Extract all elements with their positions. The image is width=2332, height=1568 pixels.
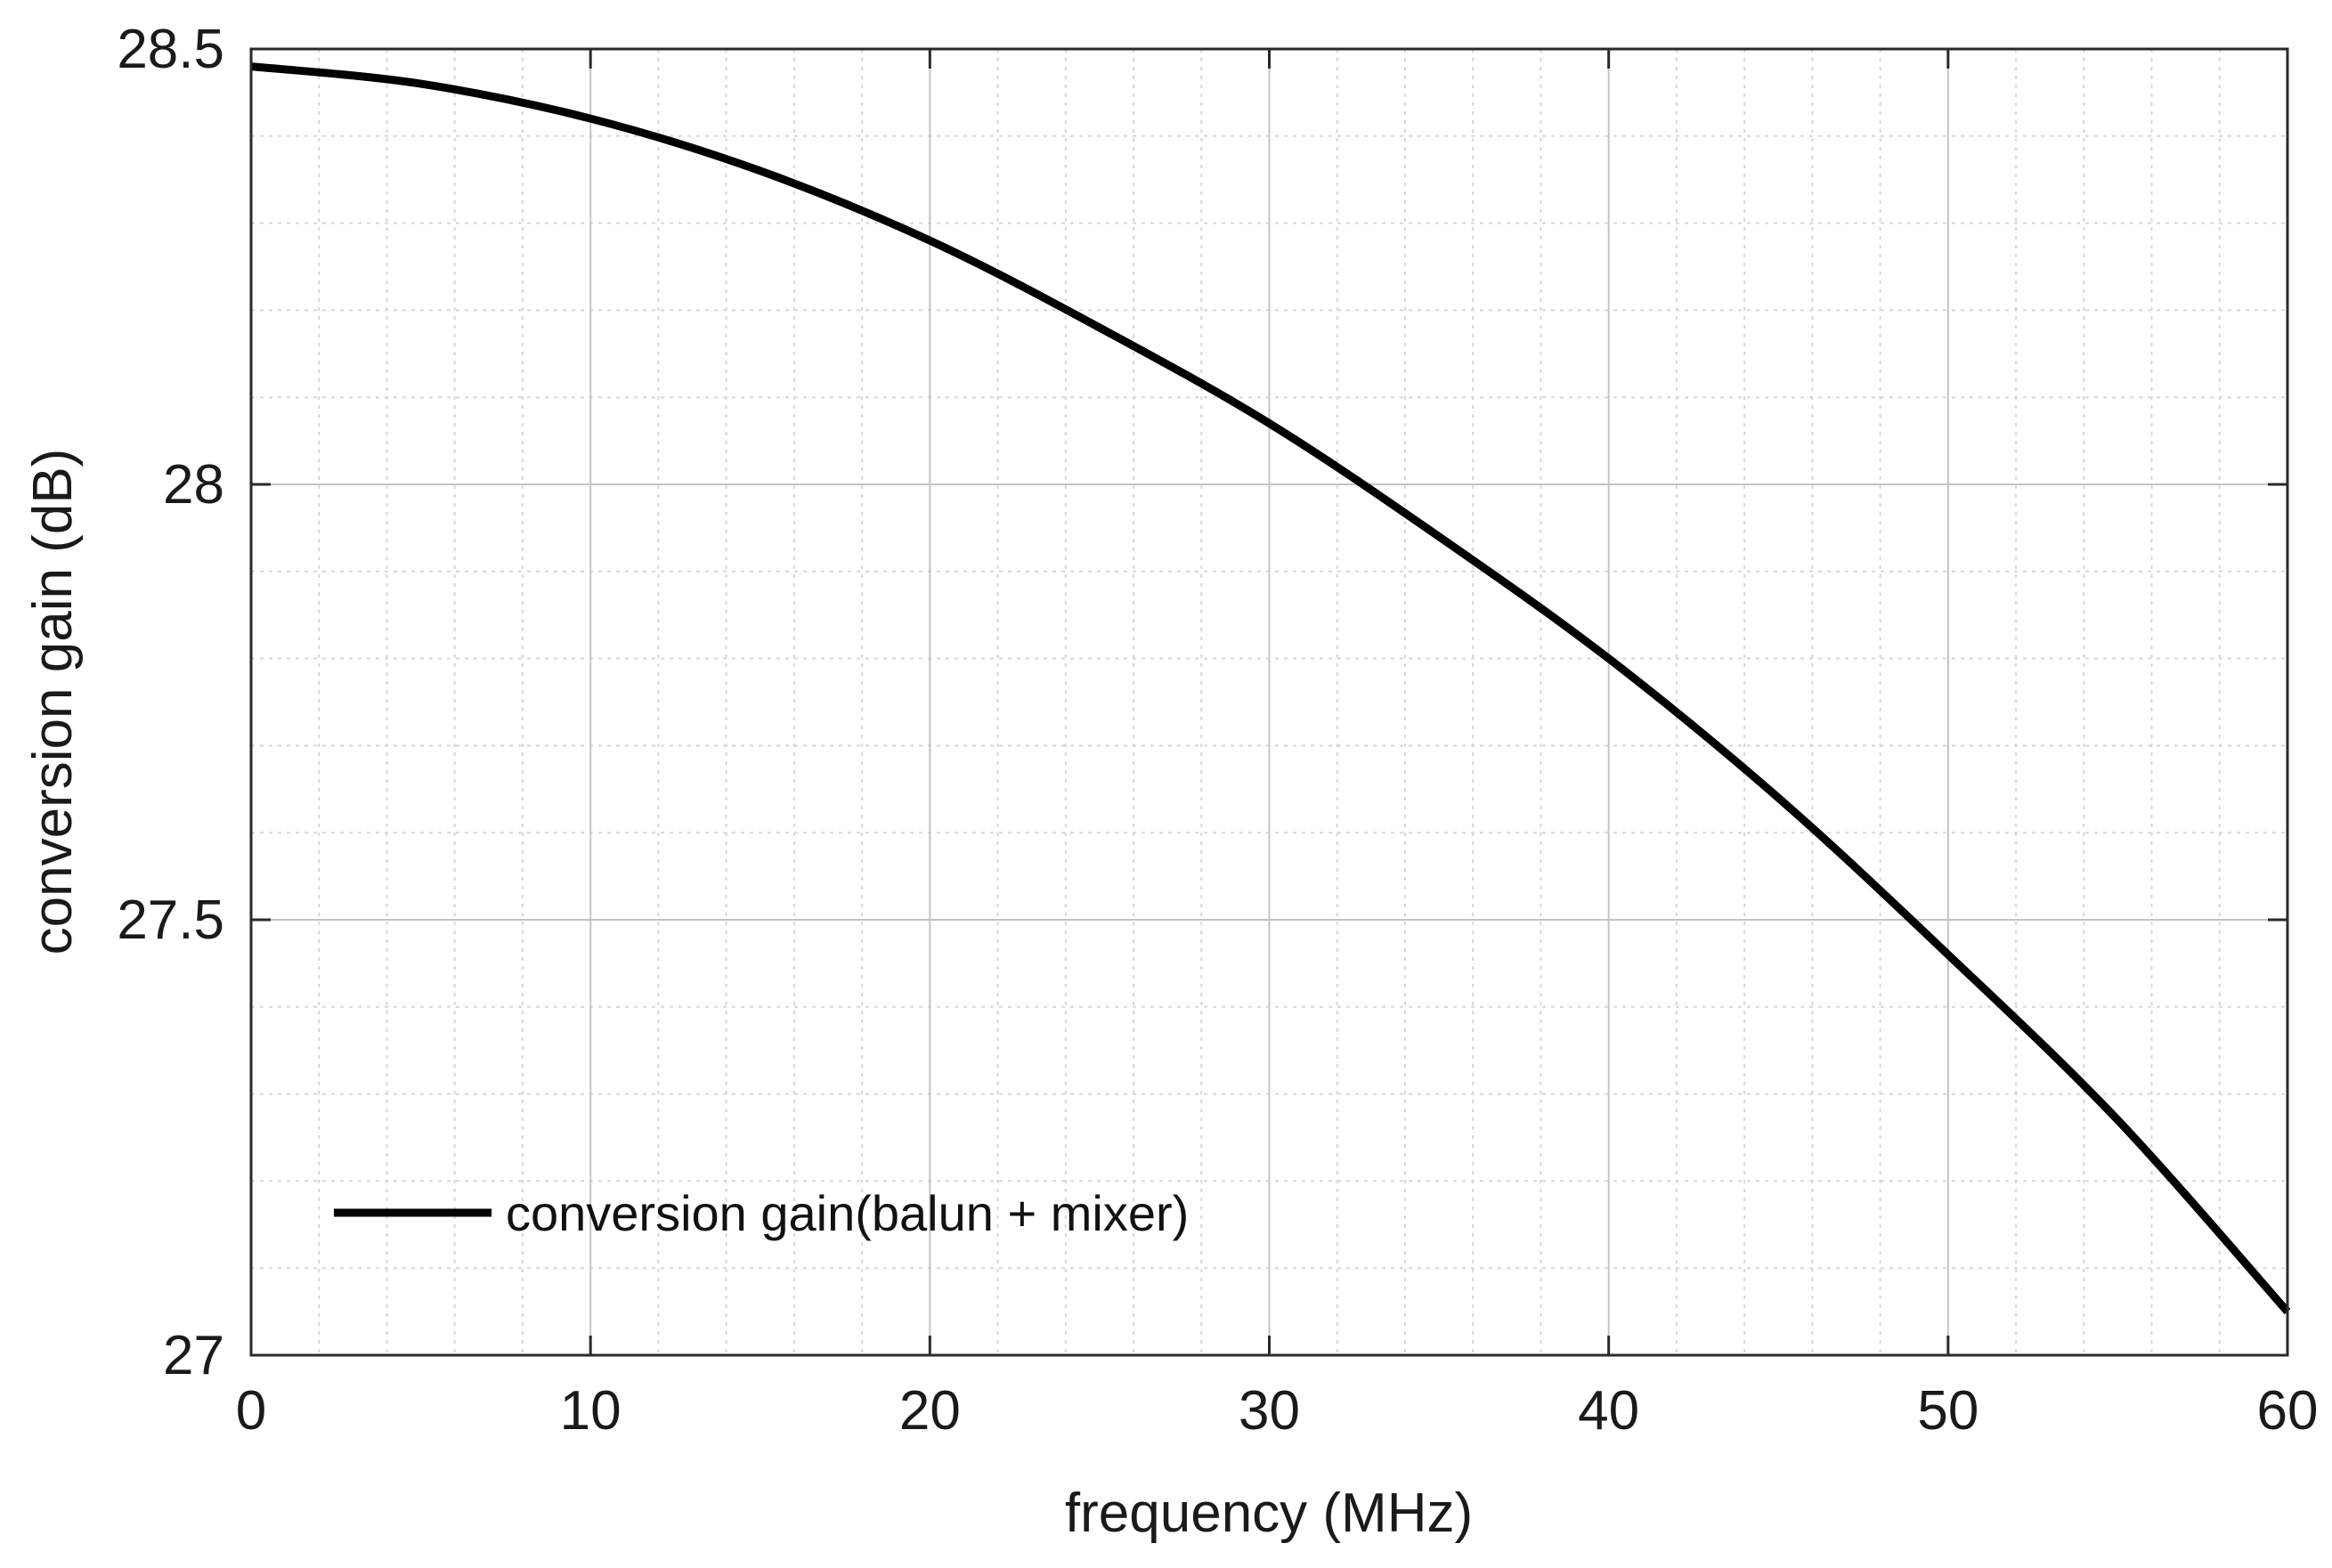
series-line-conversion-gain: [250, 62, 2291, 1315]
x-tick-label: 10: [560, 1380, 622, 1442]
x-tick-label: 30: [1239, 1380, 1300, 1442]
y-tick-labels: 27 27.5 28 28.5: [117, 19, 224, 1386]
x-tick-label: 0: [236, 1380, 266, 1442]
x-tick-label: 40: [1578, 1380, 1639, 1442]
y-tick-label: 27.5: [117, 890, 224, 951]
series-layer: [250, 62, 2291, 1315]
x-axis-label: frequency (MHz): [1065, 1483, 1473, 1544]
major-grid: [251, 49, 2287, 1355]
y-axis-label: conversion gain (dB): [22, 449, 84, 955]
y-tick-label: 28.5: [117, 19, 224, 80]
x-tick-label: 20: [899, 1380, 961, 1442]
legend-label: conversion gain(balun + mixer): [506, 1185, 1189, 1241]
x-tick-labels: 0 10 20 30 40 50 60: [236, 1380, 2319, 1442]
legend: conversion gain(balun + mixer): [334, 1185, 1189, 1241]
x-tick-label: 60: [2257, 1380, 2319, 1442]
axis-ticks: [249, 47, 2289, 1357]
y-tick-label: 27: [163, 1325, 224, 1386]
y-tick-label: 28: [163, 454, 224, 516]
x-tick-label: 50: [1917, 1380, 1979, 1442]
